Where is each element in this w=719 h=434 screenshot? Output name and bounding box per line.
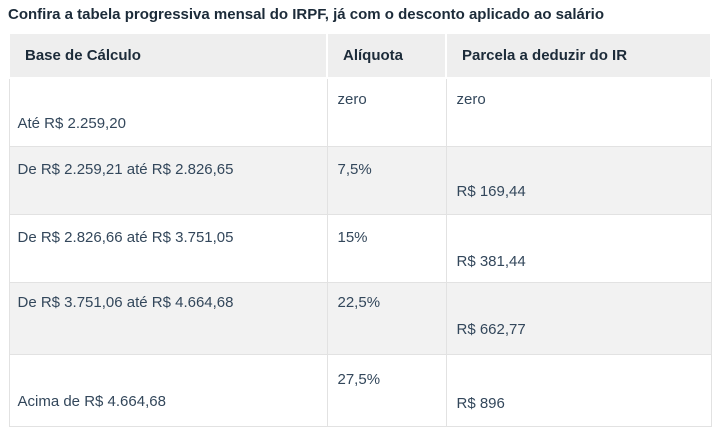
irpf-tax-table: Base de Cálculo Alíquota Parcela a deduz… (8, 32, 712, 427)
cell-parcela: R$ 381,44 (445, 213, 712, 283)
table-row: De R$ 2.259,21 até R$ 2.826,65 7,5% R$ 1… (8, 145, 712, 215)
cell-aliquota: 27,5% (326, 353, 447, 427)
cell-parcela: R$ 169,44 (445, 145, 712, 215)
table-row: Acima de R$ 4.664,68 27,5% R$ 896 (8, 353, 712, 427)
column-header-base-de-calculo: Base de Cálculo (8, 32, 328, 79)
cell-base: Acima de R$ 4.664,68 (8, 353, 328, 427)
cell-aliquota: 7,5% (326, 145, 447, 215)
cell-parcela: R$ 896 (445, 353, 712, 427)
table-header-row: Base de Cálculo Alíquota Parcela a deduz… (8, 32, 712, 79)
column-header-parcela-deduzir: Parcela a deduzir do IR (445, 32, 712, 79)
cell-base: De R$ 2.826,66 até R$ 3.751,05 (8, 213, 328, 283)
table-row: De R$ 2.826,66 até R$ 3.751,05 15% R$ 38… (8, 213, 712, 283)
cell-base: Até R$ 2.259,20 (8, 77, 328, 147)
cell-aliquota: 22,5% (326, 281, 447, 355)
cell-parcela: zero (445, 77, 712, 147)
cell-aliquota: zero (326, 77, 447, 147)
cell-parcela: R$ 662,77 (445, 281, 712, 355)
page-title: Confira a tabela progressiva mensal do I… (8, 6, 605, 23)
cell-base: De R$ 3.751,06 até R$ 4.664,68 (8, 281, 328, 355)
column-header-aliquota: Alíquota (326, 32, 447, 79)
cell-aliquota: 15% (326, 213, 447, 283)
table-row: Até R$ 2.259,20 zero zero (8, 77, 712, 147)
table-row: De R$ 3.751,06 até R$ 4.664,68 22,5% R$ … (8, 281, 712, 355)
cell-base: De R$ 2.259,21 até R$ 2.826,65 (8, 145, 328, 215)
